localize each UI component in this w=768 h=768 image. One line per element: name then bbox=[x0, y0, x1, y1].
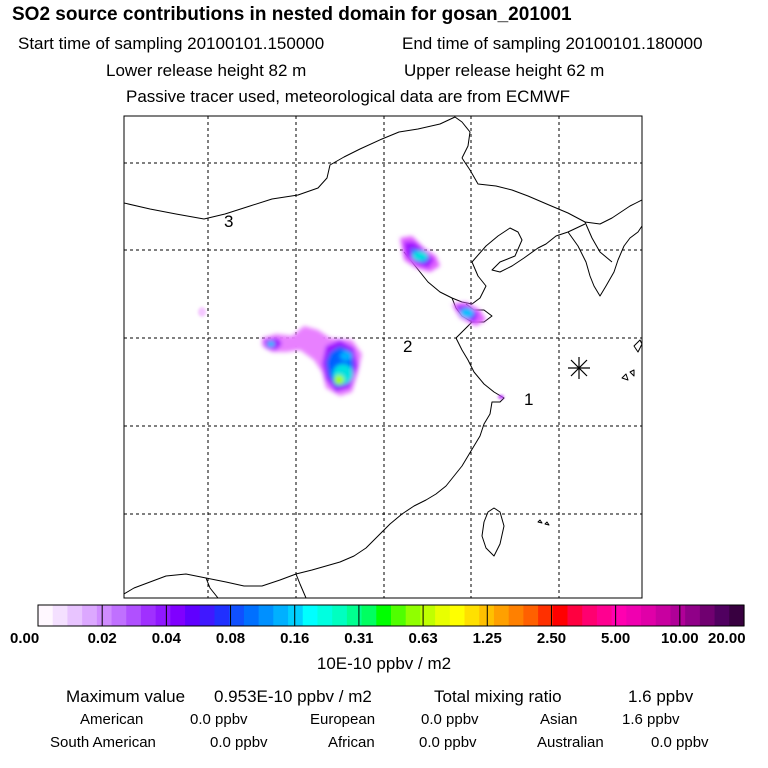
colorbar-cell bbox=[243, 605, 260, 626]
total-mixing-label: Total mixing ratio bbox=[434, 687, 562, 706]
colorbar-cell bbox=[82, 605, 98, 626]
colorbar-tick-label: 20.00 bbox=[708, 630, 746, 647]
colorbar-cell bbox=[508, 605, 524, 626]
colorbar-cell bbox=[229, 605, 245, 626]
colorbar-cell bbox=[317, 605, 333, 626]
colorbar-cell bbox=[493, 605, 510, 626]
colorbar-tick-label: 0.00 bbox=[10, 630, 40, 647]
colorbar-cell bbox=[38, 605, 54, 626]
total-mixing-value: 1.6 ppbv bbox=[628, 687, 694, 706]
colorbar-cell bbox=[258, 605, 274, 626]
colorbar-cell bbox=[52, 605, 69, 626]
max-value-label: Maximum value bbox=[66, 687, 186, 706]
start-time: Start time of sampling 20100101.150000 bbox=[18, 34, 325, 53]
region-name-asian: Asian bbox=[540, 711, 578, 728]
map-frame bbox=[123, 115, 643, 599]
colorbar-cell bbox=[435, 605, 451, 626]
colorbar-cell bbox=[288, 605, 304, 626]
colorbar-cell bbox=[155, 605, 171, 626]
region-label-3: 3 bbox=[224, 212, 234, 231]
colorbar-cell bbox=[641, 605, 657, 626]
colorbar-cell bbox=[376, 605, 392, 626]
colorbar-unit: 10E-10 ppbv / m2 bbox=[316, 654, 452, 673]
colorbar-cell bbox=[302, 605, 319, 626]
colorbar-cell bbox=[67, 605, 83, 626]
colorbar-cell bbox=[729, 605, 745, 626]
colorbar-cell bbox=[567, 605, 583, 626]
colorbar-cell bbox=[346, 605, 363, 626]
region-label-1: 1 bbox=[524, 390, 534, 409]
colorbar-cell bbox=[655, 605, 672, 626]
colorbar-tick-label: 10.00 bbox=[661, 630, 699, 647]
colorbar-cell bbox=[420, 605, 436, 626]
lat-lon-grid bbox=[124, 116, 642, 598]
colorbar-cell bbox=[582, 605, 598, 626]
region-name-african: African bbox=[328, 734, 375, 751]
region-value-south-american: 0.0 ppbv bbox=[210, 734, 268, 751]
colorbar-cell bbox=[699, 605, 716, 626]
colorbar-cell bbox=[126, 605, 142, 626]
end-time: End time of sampling 20100101.180000 bbox=[402, 34, 703, 53]
colorbar-cell bbox=[332, 605, 348, 626]
colorbar-cell bbox=[523, 605, 539, 626]
colorbar-cell bbox=[596, 605, 613, 626]
colorbar-tick-label: 0.31 bbox=[344, 630, 374, 647]
colorbar-cell bbox=[199, 605, 216, 626]
colorbar-cell bbox=[140, 605, 157, 626]
map-title: SO2 source contributions in nested domai… bbox=[12, 4, 572, 25]
colorbar-cell bbox=[170, 605, 186, 626]
colorbar-cell bbox=[96, 605, 113, 626]
colorbar-cell bbox=[552, 605, 569, 626]
colorbar-cell bbox=[714, 605, 730, 626]
colorbar-tick-label: 1.25 bbox=[472, 630, 502, 647]
colorbar-cell bbox=[449, 605, 466, 626]
colorbar-cell bbox=[670, 605, 686, 626]
colorbar-cell bbox=[685, 605, 701, 626]
colorbar-cell bbox=[464, 605, 480, 626]
colorbar-cell bbox=[611, 605, 627, 626]
region-value-american: 0.0 ppbv bbox=[190, 711, 248, 728]
colorbar-tick-label: 0.08 bbox=[215, 630, 246, 647]
tracer-note: Passive tracer used, meteorological data… bbox=[126, 87, 571, 106]
colorbar-cell bbox=[538, 605, 554, 626]
region-name-european: European bbox=[310, 711, 376, 728]
colorbar-cell bbox=[273, 605, 289, 626]
region-value-australian: 0.0 ppbv bbox=[651, 734, 709, 751]
colorbar-cell bbox=[214, 605, 230, 626]
colorbar-cell bbox=[405, 605, 422, 626]
region-name-south-american: South American bbox=[50, 734, 156, 751]
tracer-plumes bbox=[198, 236, 504, 399]
colorbar-cell bbox=[361, 605, 377, 626]
colorbar-cell bbox=[626, 605, 642, 626]
colorbar-border bbox=[37, 604, 745, 627]
colorbar-tick-label: 0.02 bbox=[87, 630, 117, 647]
region-name-american: American bbox=[80, 711, 144, 728]
colorbar-cell bbox=[185, 605, 201, 626]
lower-release-height: Lower release height 82 m bbox=[106, 61, 307, 80]
colorbar-cell bbox=[111, 605, 127, 626]
colorbar-tick-label: 0.04 bbox=[151, 630, 181, 647]
region-name-australian: Australian bbox=[537, 734, 604, 751]
region-value-african: 0.0 ppbv bbox=[419, 734, 477, 751]
colorbar-tick-label: 0.63 bbox=[408, 630, 438, 647]
region-value-asian: 1.6 ppbv bbox=[622, 711, 680, 728]
colorbar-cell bbox=[391, 605, 407, 626]
colorbar-tick-label: 2.50 bbox=[536, 630, 567, 647]
region-value-european: 0.0 ppbv bbox=[421, 711, 479, 728]
region-label-2: 2 bbox=[403, 337, 413, 356]
receptor-asterisk-marker bbox=[568, 357, 590, 379]
colorbar-tick-label: 0.16 bbox=[280, 630, 310, 647]
upper-release-height: Upper release height 62 m bbox=[404, 61, 605, 80]
colorbar-tick-label: 5.00 bbox=[601, 630, 631, 647]
max-value: 0.953E-10 ppbv / m2 bbox=[214, 687, 372, 706]
